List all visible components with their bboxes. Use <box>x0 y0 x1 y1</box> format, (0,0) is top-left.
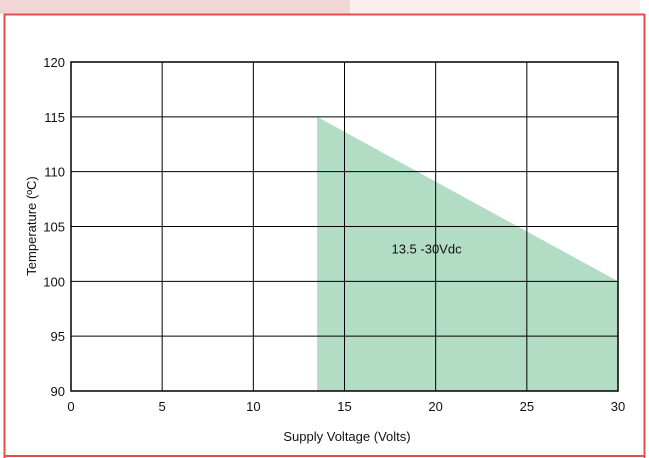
annotations: 13.5 -30Vdc <box>391 241 462 256</box>
x-axis-label: Supply Voltage (Volts) <box>283 429 410 444</box>
x-tick-label: 30 <box>611 399 625 414</box>
x-axis-tick-labels: 0 5 10 15 20 25 30 <box>67 399 625 414</box>
top-tab-strip <box>0 0 350 14</box>
x-tick-label: 0 <box>67 399 74 414</box>
top-tab-strip-light <box>350 0 640 14</box>
x-tick-label: 15 <box>337 399 351 414</box>
plot-area <box>317 116 618 392</box>
x-tick-label: 10 <box>246 399 260 414</box>
plot-border <box>70 61 619 392</box>
operating-region-area <box>317 116 618 392</box>
y-tick-label: 120 <box>43 55 65 70</box>
x-tick-label: 5 <box>159 399 166 414</box>
region-annotation: 13.5 -30Vdc <box>391 241 462 256</box>
y-tick-label: 115 <box>44 110 65 125</box>
y-tick-label: 90 <box>51 384 65 399</box>
y-tick-label: 100 <box>43 274 65 289</box>
y-tick-label: 110 <box>44 165 65 180</box>
y-tick-label: 95 <box>51 329 65 344</box>
y-axis-label: Temperature (ºC) <box>24 176 39 275</box>
gridlines <box>71 62 618 391</box>
y-axis-tick-labels: 90 95 100 105 110 115 120 <box>43 55 65 399</box>
y-tick-label: 105 <box>43 220 65 235</box>
x-tick-label: 20 <box>428 399 442 414</box>
x-tick-label: 25 <box>520 399 534 414</box>
